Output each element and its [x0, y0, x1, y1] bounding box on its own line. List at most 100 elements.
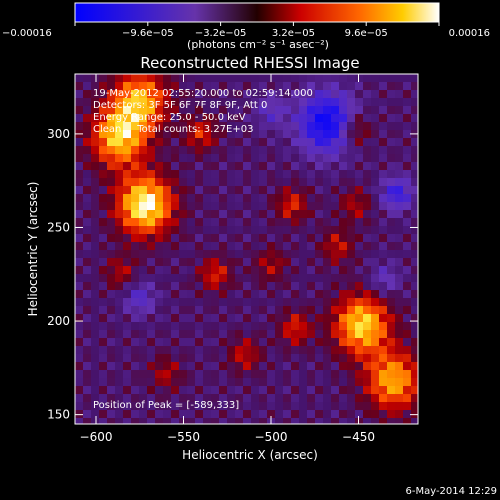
heatmap-pixel: [99, 122, 107, 130]
heatmap-pixel: [299, 250, 307, 258]
heatmap-pixel: [171, 314, 179, 322]
heatmap-pixel: [243, 114, 251, 122]
heatmap-pixel: [331, 346, 339, 354]
heatmap-pixel: [195, 370, 203, 378]
heatmap-pixel: [323, 146, 331, 154]
heatmap-pixel: [219, 418, 227, 424]
heatmap-pixel: [203, 394, 211, 402]
heatmap-pixel: [379, 306, 387, 314]
heatmap-pixel: [299, 74, 307, 82]
heatmap-pixel: [251, 282, 259, 290]
heatmap-pixel: [75, 98, 83, 106]
heatmap-pixel: [227, 106, 235, 114]
heatmap-pixel: [147, 186, 155, 194]
heatmap-pixel: [131, 354, 139, 362]
heatmap-pixel: [139, 418, 147, 424]
heatmap-pixel: [403, 314, 411, 322]
heatmap-pixel: [363, 194, 371, 202]
heatmap-pixel: [211, 170, 219, 178]
heatmap-pixel: [323, 82, 331, 90]
x-axis-label: Heliocentric X (arcsec): [182, 448, 318, 462]
heatmap-pixel: [83, 90, 91, 98]
heatmap-pixel: [163, 74, 171, 82]
heatmap-pixel: [267, 138, 275, 146]
heatmap-pixel: [91, 418, 99, 424]
heatmap-pixel: [211, 274, 219, 282]
heatmap-pixel: [107, 410, 115, 418]
peak-annotation: Position of Peak = [-589,333]: [93, 400, 239, 411]
heatmap-pixel: [195, 250, 203, 258]
heatmap-pixel: [235, 346, 243, 354]
heatmap-pixel: [115, 386, 123, 394]
heatmap-pixel: [83, 234, 91, 242]
heatmap-pixel: [139, 234, 147, 242]
heatmap-pixel: [107, 178, 115, 186]
heatmap-pixel: [379, 314, 387, 322]
time-range-annotation: 19-May-2012 02:55:20.000 to 02:59:14.000: [93, 88, 313, 99]
heatmap-pixel: [259, 170, 267, 178]
heatmap-pixel: [331, 378, 339, 386]
heatmap-pixel: [363, 410, 371, 418]
heatmap-pixel: [339, 114, 347, 122]
heatmap-pixel: [299, 106, 307, 114]
heatmap-pixel: [107, 98, 115, 106]
heatmap-pixel: [267, 346, 275, 354]
heatmap-pixel: [195, 298, 203, 306]
heatmap-pixel: [371, 290, 379, 298]
heatmap-pixel: [83, 82, 91, 90]
heatmap-pixel: [211, 290, 219, 298]
heatmap-pixel: [131, 282, 139, 290]
heatmap-pixel: [347, 378, 355, 386]
heatmap-pixel: [283, 162, 291, 170]
heatmap-pixel: [131, 130, 139, 138]
heatmap-pixel: [259, 322, 267, 330]
heatmap-pixel: [107, 250, 115, 258]
heatmap-pixel: [219, 338, 227, 346]
heatmap-pixel: [187, 338, 195, 346]
heatmap-pixel: [403, 106, 411, 114]
heatmap-pixel: [195, 402, 203, 410]
heatmap-pixel: [283, 82, 291, 90]
heatmap-pixel: [307, 234, 315, 242]
heatmap-pixel: [371, 242, 379, 250]
heatmap-pixel: [411, 266, 418, 274]
heatmap-pixel: [371, 410, 379, 418]
heatmap-pixel: [131, 370, 139, 378]
heatmap-pixel: [243, 266, 251, 274]
heatmap-pixel: [123, 418, 131, 424]
heatmap-pixel: [347, 298, 355, 306]
heatmap-pixel: [163, 322, 171, 330]
heatmap-pixel: [395, 274, 403, 282]
heatmap-pixel: [139, 378, 147, 386]
heatmap-pixel: [219, 346, 227, 354]
heatmap-pixel: [331, 250, 339, 258]
heatmap-pixel: [275, 74, 283, 82]
heatmap-pixel: [75, 354, 83, 362]
heatmap-pixel: [411, 394, 418, 402]
heatmap-pixel: [107, 306, 115, 314]
heatmap-pixel: [139, 250, 147, 258]
heatmap-pixel: [155, 114, 163, 122]
heatmap-pixel: [347, 282, 355, 290]
heatmap-pixel: [227, 354, 235, 362]
heatmap-pixel: [291, 242, 299, 250]
heatmap-pixel: [115, 250, 123, 258]
heatmap-pixel: [107, 226, 115, 234]
heatmap-pixel: [251, 314, 259, 322]
heatmap-pixel: [259, 338, 267, 346]
heatmap-pixel: [227, 346, 235, 354]
heatmap-pixel: [339, 218, 347, 226]
heatmap-pixel: [163, 226, 171, 234]
heatmap-pixel: [299, 338, 307, 346]
heatmap-pixel: [203, 290, 211, 298]
heatmap-pixel: [107, 210, 115, 218]
heatmap-pixel: [315, 370, 323, 378]
heatmap-pixel: [147, 394, 155, 402]
heatmap-pixel: [363, 202, 371, 210]
heatmap-pixel: [107, 274, 115, 282]
heatmap-pixel: [107, 314, 115, 322]
plot-frame: [74, 73, 419, 425]
heatmap-pixel: [395, 122, 403, 130]
heatmap-pixel: [99, 314, 107, 322]
heatmap-pixel: [187, 138, 195, 146]
